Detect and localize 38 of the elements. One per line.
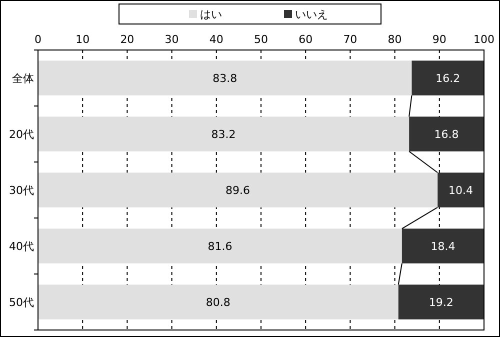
y-tick-label: 30代 [9,184,34,197]
data-label: 18.4 [430,240,456,253]
bar [398,284,484,320]
data-label: 81.6 [208,240,232,253]
bar [412,60,484,96]
x-tick-label: 60 [298,33,313,46]
bar [409,116,484,152]
legend-label: はい [200,8,222,21]
x-tick-label: 30 [164,33,179,46]
data-label: 10.4 [448,184,474,197]
bar [38,60,412,96]
x-tick-label: 80 [388,33,402,46]
legend-label: いいえ [295,8,328,21]
x-tick-label: 20 [120,33,134,46]
y-tick-label: 40代 [9,240,34,253]
x-tick-label: 40 [209,33,224,46]
data-label: 19.2 [428,296,454,309]
data-label: 80.8 [206,296,230,309]
bar [38,228,402,264]
x-tick-label: 90 [432,33,446,46]
x-tick-label: 50 [254,33,268,46]
y-tick-label: 20代 [9,128,34,141]
data-label: 16.2 [436,72,460,85]
x-tick-label: 0 [34,33,42,46]
bar [38,172,438,208]
bar [402,228,484,264]
data-label: 89.6 [226,184,250,197]
data-label: 83.2 [211,128,236,141]
x-tick-label: 70 [343,33,358,46]
bar [38,284,398,320]
data-label: 83.8 [212,72,238,85]
x-tick-label: 100 [474,33,494,46]
bar [438,172,484,208]
data-label: 16.8 [434,128,459,141]
y-tick-label: 50代 [9,296,34,309]
bar [38,116,410,152]
y-tick-label: 全体 [12,72,34,85]
x-tick-label: 10 [76,33,90,46]
